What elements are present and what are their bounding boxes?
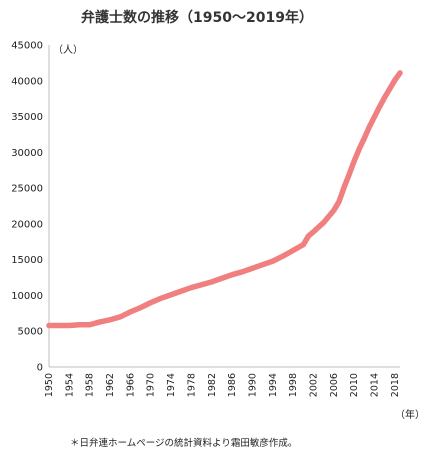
y-tick-label: 40000	[11, 76, 43, 87]
y-tick-label: 15000	[11, 255, 43, 266]
y-tick-label: 30000	[11, 148, 43, 159]
y-tick-label: 20000	[11, 219, 43, 230]
x-tick-label: 2010	[349, 373, 360, 397]
y-tick-label: 0	[37, 363, 43, 374]
x-tick-label: 1966	[125, 373, 136, 397]
x-tick-label: 1958	[85, 373, 96, 397]
x-tick-label: 2014	[370, 373, 381, 397]
y-tick-label: 5000	[18, 327, 43, 338]
x-tick-label: 1950	[44, 373, 55, 397]
x-tick-label: 1998	[288, 373, 299, 397]
x-tick-label: 1974	[166, 373, 177, 397]
x-tick-label: 1962	[105, 373, 116, 397]
x-tick-label: 1986	[227, 373, 238, 397]
chart-title: 弁護士数の推移（1950～2019年）	[81, 9, 313, 26]
x-axis-unit-label: （年）	[395, 408, 423, 421]
y-tick-label: 45000	[11, 41, 43, 52]
x-tick-label: 1994	[268, 373, 279, 397]
y-tick-label: 25000	[11, 184, 43, 195]
x-tick-label: 1978	[186, 373, 197, 397]
x-tick-label: 1990	[247, 373, 258, 397]
x-tick-label: 2018	[390, 373, 401, 397]
x-axis-ticks: 1950 1954 1958 1962 1966 1970 1974 1978 1982 1986…	[44, 373, 401, 397]
y-axis-ticks: 0 5000 10000 15000 20000 25000 30000 35000 40000…	[11, 41, 43, 374]
x-tick-label: 1982	[207, 373, 218, 397]
x-tick-label: 2006	[329, 373, 340, 397]
x-tick-label: 1970	[146, 373, 157, 397]
y-tick-label: 35000	[11, 112, 43, 123]
y-tick-label: 10000	[11, 291, 43, 302]
y-axis-unit-label: （人）	[53, 44, 83, 56]
x-tick-label: 2002	[309, 373, 320, 397]
source-note: ＊日弁連ホームページの統計資料より霜田敏彦作成。	[70, 437, 297, 449]
series-line	[46, 70, 403, 329]
x-tick-label: 1954	[64, 373, 75, 397]
